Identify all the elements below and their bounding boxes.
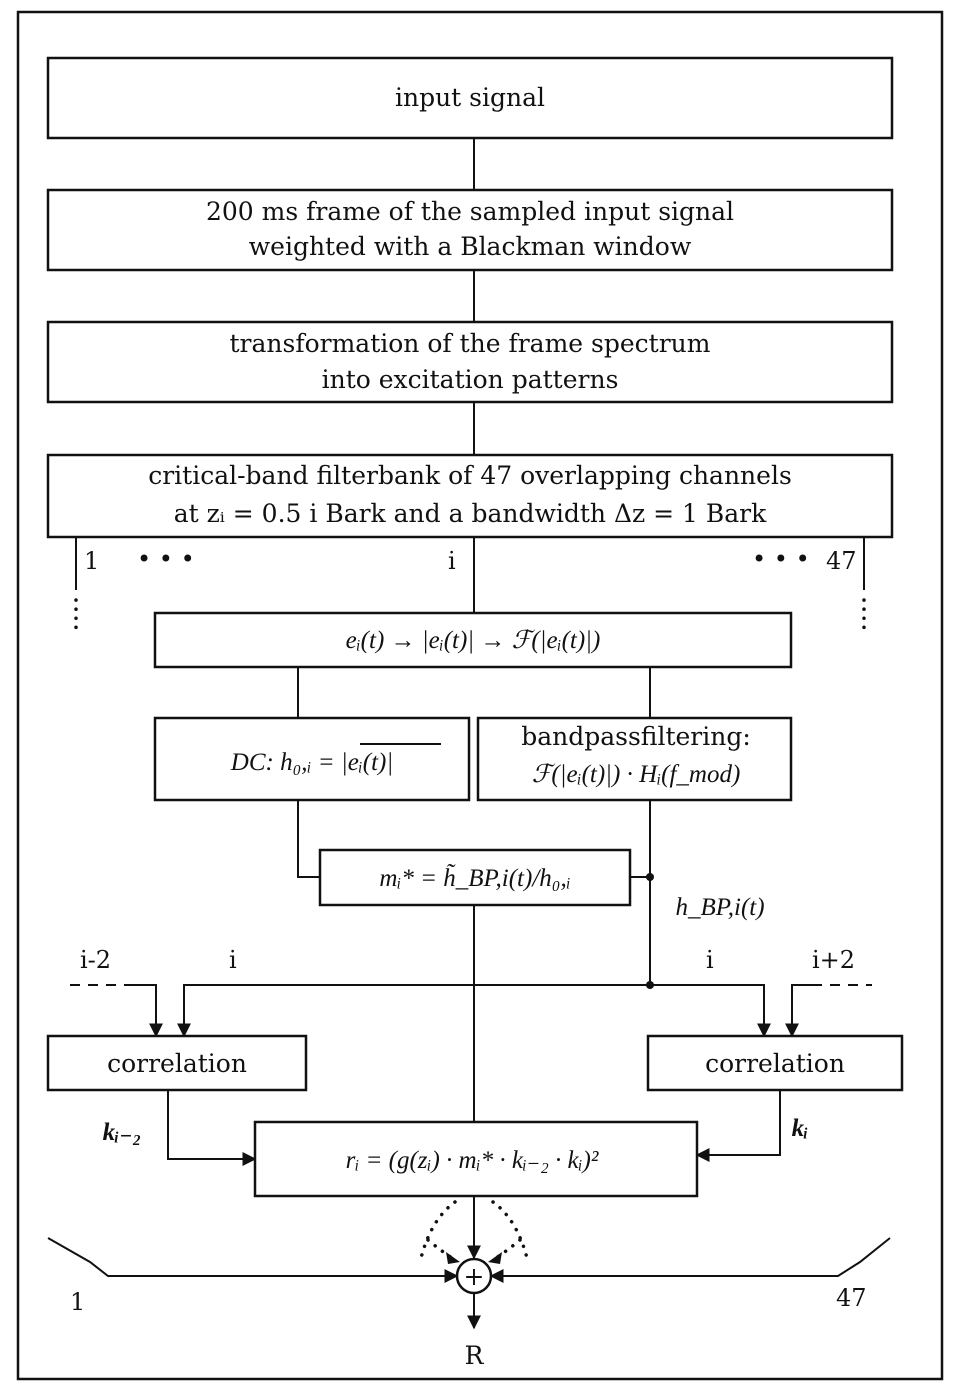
- envelope-text: eᵢ(t) → |eᵢ(t)| → ℱ(|eᵢ(t)|): [346, 627, 601, 654]
- transformation-box: [46, 320, 894, 404]
- line-k-right: [695, 1090, 781, 1162]
- line-i-to-left-correlation: [177, 984, 650, 1038]
- input-label-i-plus-2: i+2: [812, 946, 855, 974]
- frame-text-line1: 200 ms frame of the sampled input signal: [206, 197, 734, 226]
- line-i-to-right-correlation: [650, 984, 771, 1038]
- input-signal-text: input signal: [395, 83, 545, 112]
- frame-box: [46, 188, 894, 272]
- input-label-i-minus-2: i-2: [80, 946, 111, 974]
- output-label: R: [465, 1341, 485, 1370]
- correlation-right-box: [646, 1034, 904, 1092]
- frame-text-line2: weighted with a Blackman window: [249, 232, 692, 261]
- input-signal-box: [46, 56, 894, 140]
- dc-box: [153, 716, 471, 802]
- sum-input-47-label: 47: [836, 1284, 867, 1312]
- channel-i-label: i: [448, 547, 456, 575]
- channel-dots-right: • • •: [752, 545, 810, 573]
- channel-last-label: 47: [826, 547, 857, 575]
- input-label-i-left: i: [229, 946, 237, 974]
- line-i-minus-2: [132, 984, 163, 1038]
- correlation-left-box: [46, 1034, 308, 1092]
- line-k-left: [167, 1090, 257, 1166]
- correlation-left-text: correlation: [107, 1049, 247, 1078]
- result-text: rᵢ = (g(zᵢ) · mᵢ* · kᵢ₋₂ · kᵢ)²: [346, 1147, 599, 1174]
- k-left-label: kᵢ₋₂: [103, 1119, 142, 1146]
- dotted-arrowhead-left: [446, 1252, 460, 1264]
- filterbank-box: [46, 453, 894, 539]
- junction-hbp: [646, 873, 654, 881]
- channel-dots-left: • • •: [137, 545, 195, 573]
- filterbank-text-line2: at zᵢ = 0.5 i Bark and a bandwidth Δz = …: [174, 499, 767, 528]
- transformation-text-line1: transformation of the frame spectrum: [230, 329, 711, 358]
- connector-dc-modulation: [297, 800, 320, 878]
- outer-frame: [16, 10, 944, 1381]
- dc-text: DC: h₀,ᵢ = |eᵢ(t)|: [230, 749, 393, 776]
- bandpass-text-line1: bandpassfiltering:: [521, 722, 751, 751]
- result-box: [253, 1120, 699, 1198]
- line-i-plus-2: [785, 984, 812, 1038]
- dotted-arrows-right: [491, 1200, 530, 1264]
- modulation-text: mᵢ* = h̃_BP,i(t)/h₀,ᵢ: [379, 864, 570, 892]
- channel-first-label: 1: [84, 547, 99, 575]
- bandpass-box: [476, 716, 793, 802]
- dotted-arrowhead-right: [488, 1252, 502, 1264]
- input-label-i-right: i: [706, 946, 714, 974]
- filterbank-text-line1: critical-band filterbank of 47 overlappi…: [148, 461, 792, 490]
- envelope-box: [153, 611, 793, 669]
- transformation-text-line2: into excitation patterns: [322, 365, 619, 394]
- bandpass-text-line2: ℱ(|eᵢ(t)|) · Hᵢ(f_mod): [532, 761, 741, 788]
- hbp-label: h_BP,i(t): [675, 894, 764, 921]
- k-right-label: kᵢ: [792, 1115, 809, 1142]
- correlation-right-text: correlation: [705, 1049, 845, 1078]
- summation-symbol: +: [464, 1262, 485, 1291]
- switch-channel-47: [489, 1237, 891, 1283]
- modulation-box: [318, 848, 632, 907]
- sum-input-1-label: 1: [70, 1288, 85, 1316]
- dotted-arrows-left: [418, 1200, 457, 1264]
- switch-channel-1: [47, 1237, 459, 1283]
